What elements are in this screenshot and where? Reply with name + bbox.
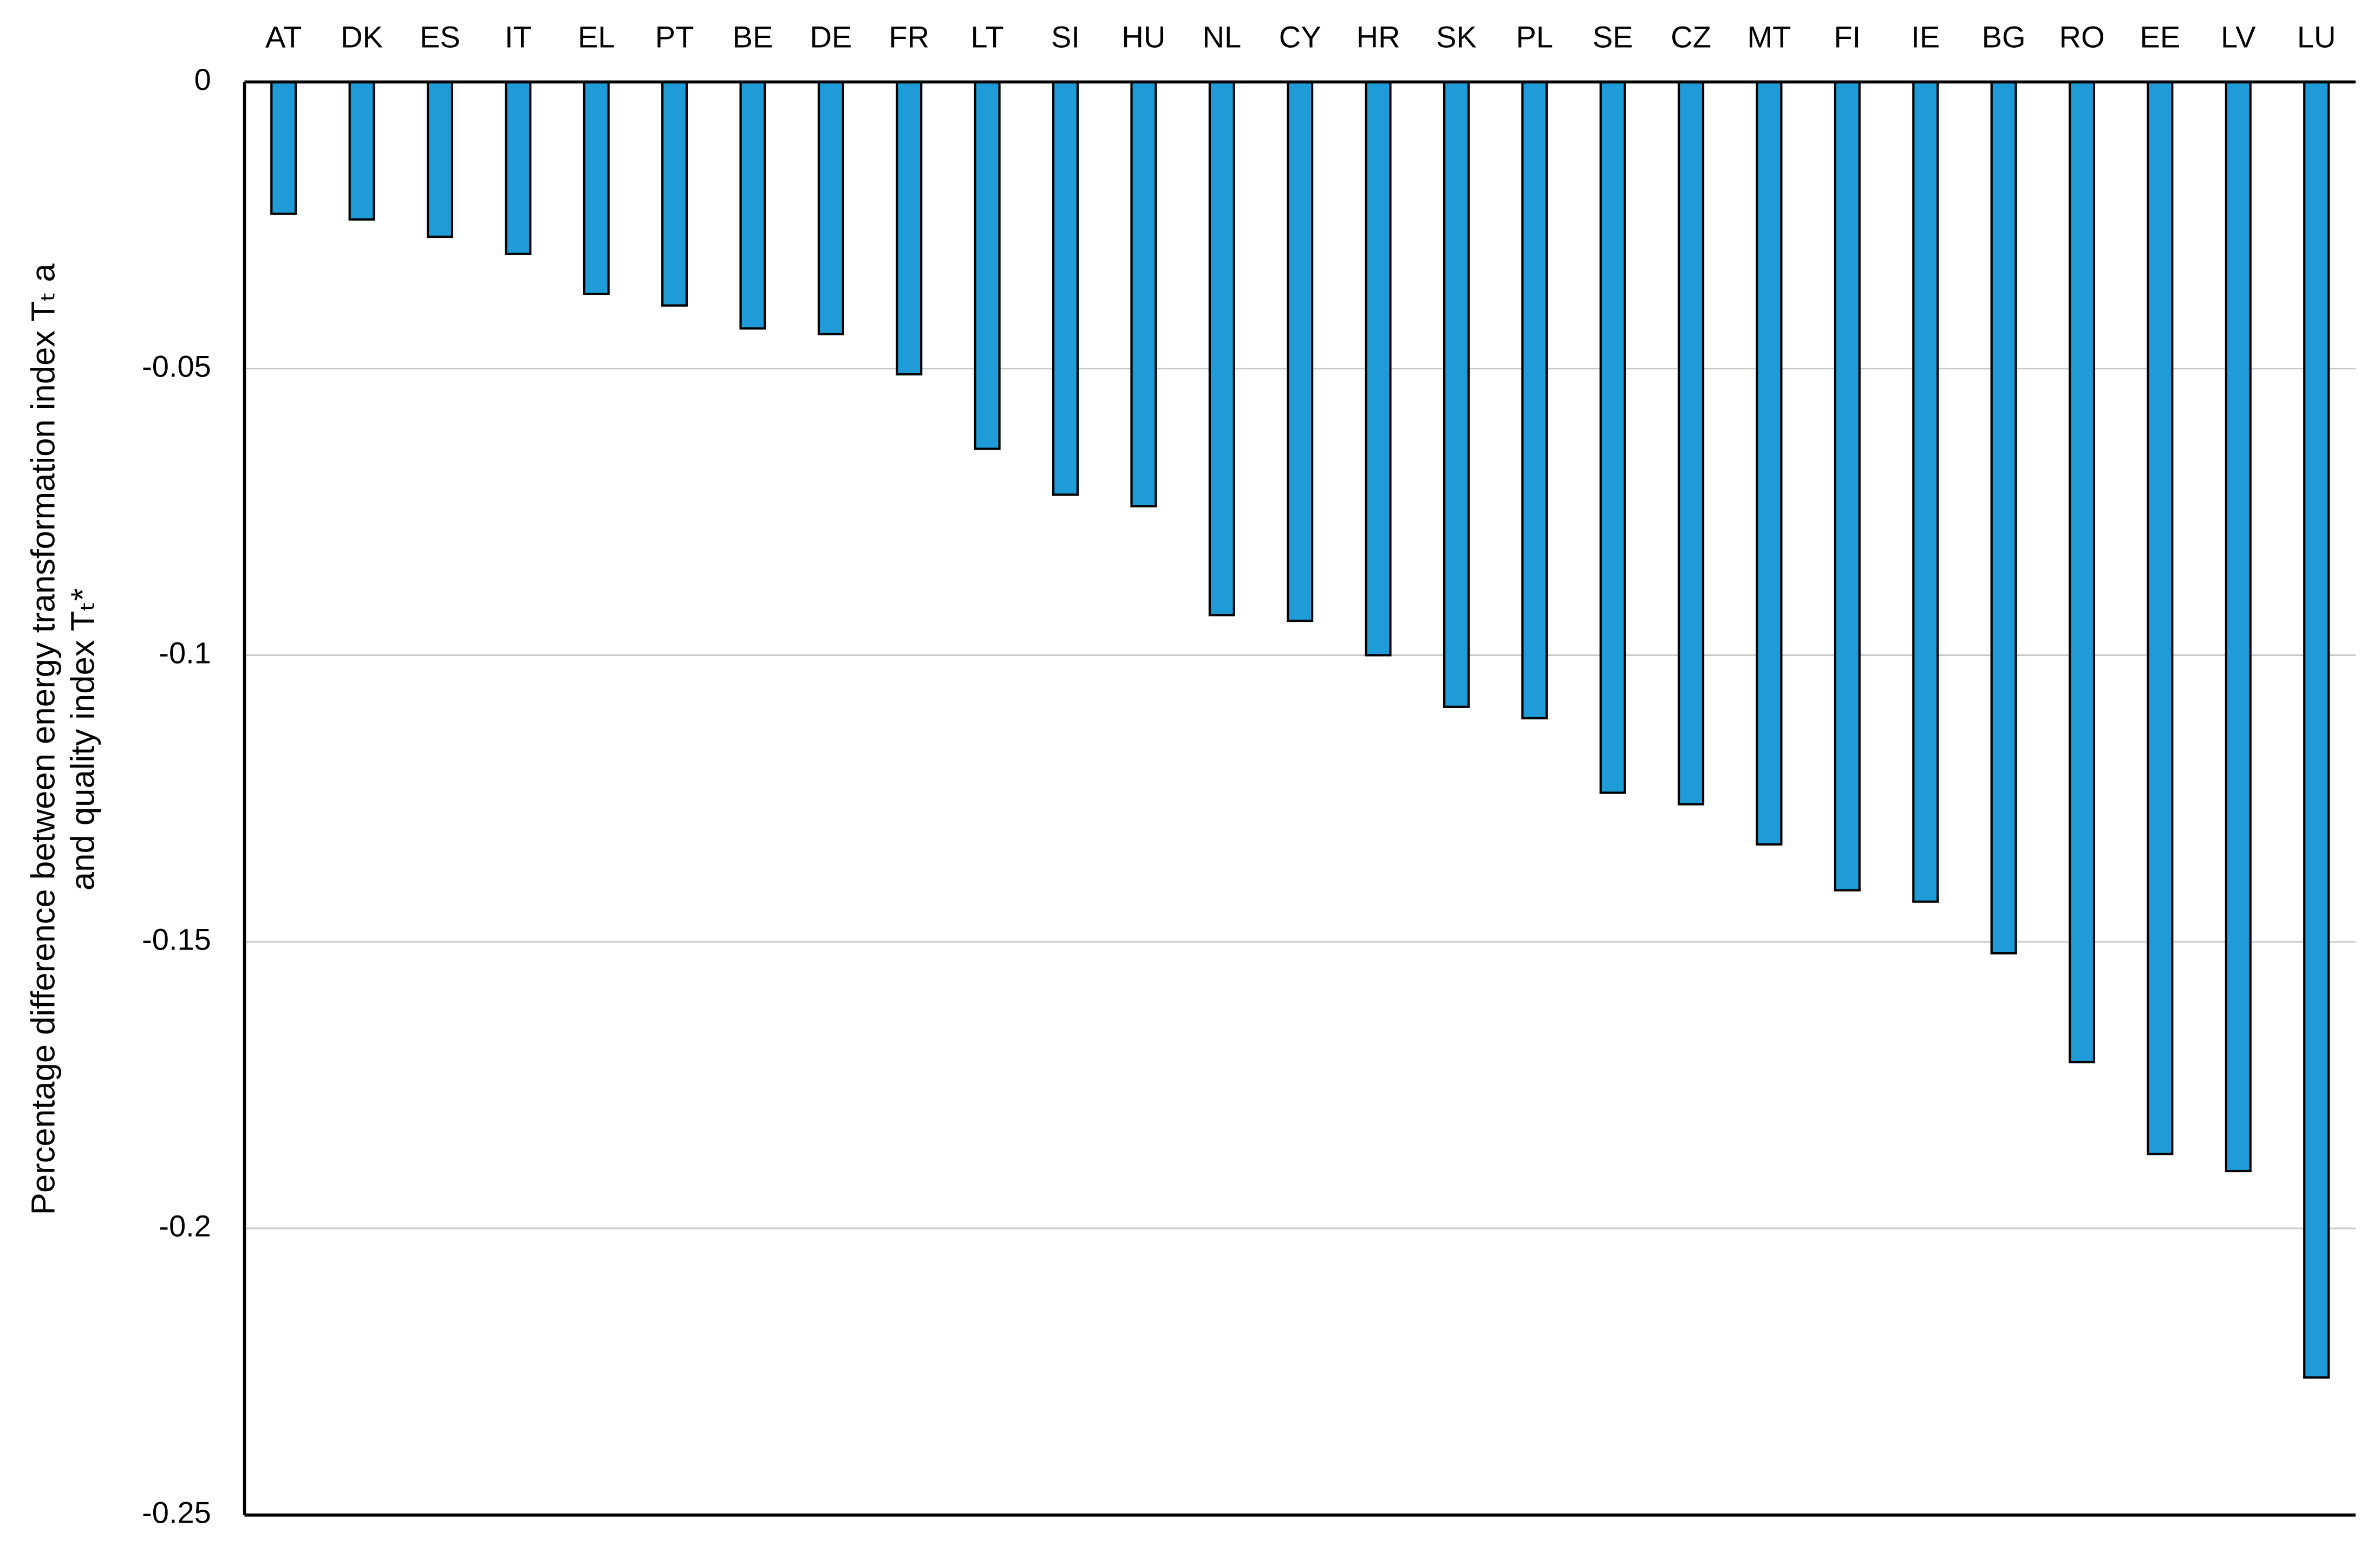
- bar: [1990, 81, 2017, 954]
- x-tick-label: IE: [1911, 20, 1940, 54]
- bar: [505, 81, 532, 255]
- x-tick-label: NL: [1202, 20, 1241, 54]
- x-tick-label: HU: [1121, 20, 1165, 54]
- x-tick-label: LU: [2297, 20, 2336, 54]
- bar: [1208, 81, 1235, 616]
- x-tick-label: FI: [1834, 20, 1861, 54]
- x-tick-label: SE: [1593, 20, 1633, 54]
- bar: [2068, 81, 2096, 1064]
- bar: [583, 81, 610, 295]
- y-tick-label: -0.2: [159, 1209, 211, 1243]
- y-tick-label: -0.05: [142, 349, 211, 383]
- bar: [1521, 81, 1548, 720]
- bar: [817, 81, 844, 336]
- x-tick-label: AT: [265, 20, 302, 54]
- bar: [1365, 81, 1392, 657]
- bar: [661, 81, 688, 307]
- bar: [1599, 81, 1626, 794]
- x-tick-label: DE: [810, 20, 852, 54]
- x-tick-label: HR: [1357, 20, 1400, 54]
- x-tick-label: LT: [971, 20, 1004, 54]
- y-tick-label: -0.15: [142, 922, 211, 957]
- bar: [1130, 81, 1157, 508]
- bar: [974, 81, 1001, 450]
- y-axis-label-line: Percentage difference between energy tra…: [25, 263, 62, 1215]
- bar: [2225, 81, 2252, 1173]
- y-tick-label: 0: [194, 62, 211, 96]
- x-tick-label: BE: [733, 20, 773, 54]
- bar: [1756, 81, 1783, 846]
- bar: [426, 81, 453, 238]
- bar: [896, 81, 923, 376]
- x-tick-label: SK: [1436, 20, 1477, 54]
- bar: [1287, 81, 1314, 622]
- x-tick-label: BG: [1982, 20, 2026, 54]
- x-tick-label: SI: [1051, 20, 1080, 54]
- y-axis-label-line: and quality index Tₜ*: [64, 588, 102, 891]
- bar: [270, 81, 297, 215]
- y-axis-label: Percentage difference between energy tra…: [25, 263, 102, 1215]
- x-tick-label: PT: [655, 20, 694, 54]
- bar: [2147, 81, 2174, 1155]
- x-tick-label: EL: [578, 20, 615, 54]
- x-tick-label: LV: [2221, 20, 2256, 54]
- bar: [1834, 81, 1861, 892]
- bar: [1912, 81, 1939, 903]
- x-tick-label: EE: [2140, 20, 2181, 54]
- x-tick-label: DK: [341, 20, 383, 54]
- x-tick-label: CY: [1279, 20, 1321, 54]
- x-tick-label: RO: [2059, 20, 2104, 54]
- bar: [1443, 81, 1470, 708]
- bar: [739, 81, 766, 330]
- x-tick-label: CZ: [1671, 20, 1711, 54]
- y-tick-label: -0.25: [142, 1496, 211, 1530]
- bar: [1052, 81, 1079, 496]
- y-tick-label: -0.1: [159, 635, 211, 670]
- bar: [1678, 81, 1705, 805]
- x-tick-label: FR: [889, 20, 929, 54]
- x-tick-label: PL: [1516, 20, 1554, 54]
- x-tick-label: IT: [505, 20, 532, 54]
- x-tick-label: ES: [420, 20, 460, 54]
- bar: [2303, 81, 2330, 1379]
- x-tick-label: MT: [1747, 20, 1791, 54]
- bar: [348, 81, 375, 221]
